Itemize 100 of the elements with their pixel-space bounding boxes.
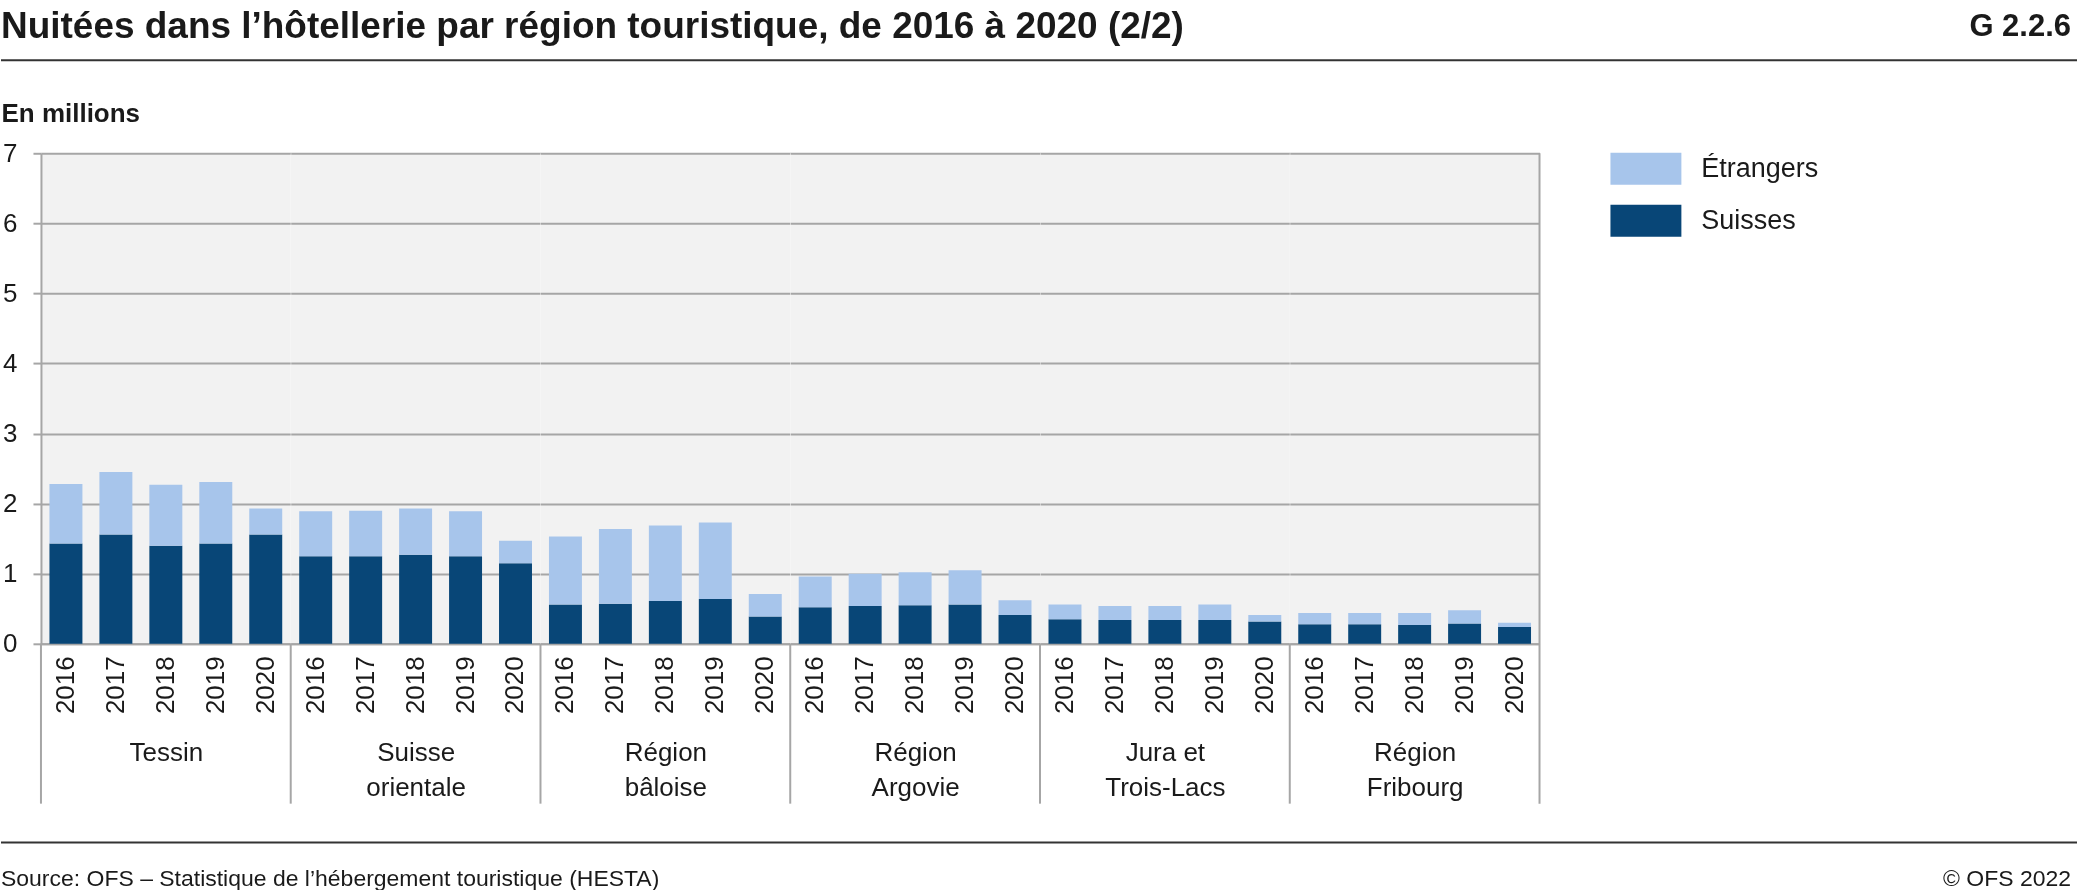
x-tick-label: 2016: [799, 656, 830, 715]
bar: [648, 601, 682, 644]
text: Nuitées dans l’hôtellerie par région touristique, de 2016 à 2020 (2/2): [1, 5, 1184, 47]
bar: [998, 600, 1032, 616]
bar: [548, 604, 582, 644]
x-tick-label: 2020: [1248, 656, 1279, 715]
x-axis-title: Suisse orientale: [366, 737, 466, 802]
x-tick-label: 2017: [349, 656, 380, 715]
x-tick-label: 2017: [599, 656, 630, 715]
x-tick-label: 2016: [1298, 656, 1329, 715]
legend-label: Suisses: [1701, 204, 1796, 235]
bar: [998, 615, 1032, 644]
bar: [149, 545, 183, 644]
bar: [1348, 624, 1382, 644]
bar: [698, 522, 732, 599]
bar: [1398, 624, 1432, 644]
x-tick-label: 2016: [549, 656, 580, 715]
bar: [349, 510, 383, 557]
x-tick-label: 2020: [499, 656, 530, 715]
y-tick-label: 5: [3, 277, 18, 308]
bar: [748, 616, 782, 644]
bar: [598, 528, 632, 604]
bar: [1148, 605, 1182, 620]
x-tick-label: 2018: [149, 656, 180, 715]
bar: [1248, 615, 1282, 622]
bar: [199, 543, 233, 644]
bar: [199, 481, 233, 544]
x-tick-label: 2019: [199, 656, 230, 715]
bar: [598, 603, 632, 644]
bar: [698, 598, 732, 644]
x-tick-label: 2018: [649, 656, 680, 715]
y-axis-title: En millions: [1, 97, 141, 128]
bar: [249, 508, 283, 535]
y-tick-label: 4: [3, 348, 18, 378]
bar: [1498, 622, 1532, 627]
x-tick-label: 2019: [1448, 656, 1479, 715]
x-axis-title: Région bâloise: [624, 737, 708, 802]
x-tick-label: 2018: [1398, 656, 1429, 715]
bar: [1248, 621, 1282, 644]
x-tick-label: 2020: [999, 656, 1030, 715]
bar: [49, 484, 83, 544]
source-note: Source: OFS – Statistique de l’hébergement touristique (HESTA): [1, 864, 660, 890]
x-tick-label: 2019: [1198, 656, 1229, 715]
x-tick-label: 2020: [1498, 656, 1529, 715]
x-tick-label: 2016: [1048, 656, 1079, 715]
x-tick-label: 2018: [899, 656, 930, 715]
bar: [1448, 610, 1482, 624]
bar: [249, 534, 283, 644]
bar: [49, 543, 83, 644]
bar: [149, 484, 183, 546]
x-tick-label: 2018: [1148, 656, 1179, 715]
bar: [1348, 612, 1382, 625]
bar: [548, 536, 582, 605]
legend-label: Étrangers: [1701, 152, 1819, 183]
y-tick-label: 6: [3, 207, 18, 238]
bar: [399, 554, 433, 644]
bar: [898, 572, 932, 606]
bar: [1148, 619, 1182, 644]
bar: [399, 508, 433, 555]
x-axis-title: Jura et Trois-Lacs: [1105, 737, 1226, 802]
x-tick-label: 2019: [449, 656, 480, 715]
bar: [748, 594, 782, 617]
y-tick-label: 3: [3, 418, 18, 449]
bar: [648, 525, 682, 602]
x-tick-label: 2019: [699, 656, 730, 715]
bar: [1448, 623, 1482, 644]
x-tick-label: 2017: [849, 656, 880, 715]
x-tick-label: 2017: [1348, 656, 1379, 715]
text: G 2.2.6: [1969, 8, 2072, 44]
bar: [499, 563, 532, 644]
x-tick-label: 2017: [1098, 656, 1129, 715]
x-tick-label: 2020: [749, 656, 780, 715]
bar: [1098, 619, 1132, 644]
bar: [499, 540, 532, 564]
bar: [948, 570, 982, 605]
bar: [898, 605, 932, 644]
x-tick-label: 2017: [99, 656, 130, 715]
bar: [1398, 612, 1432, 625]
x-axis-title: Région Argovie: [871, 737, 960, 802]
y-tick-label: 0: [3, 628, 18, 659]
bar: [1498, 626, 1532, 644]
x-tick-label: 2019: [949, 656, 980, 715]
bar: [99, 472, 133, 535]
bar: [99, 534, 133, 644]
bar: [848, 573, 882, 606]
bar: [798, 607, 832, 644]
bar: [1098, 605, 1132, 620]
bar: [299, 511, 333, 557]
bar: [349, 556, 383, 644]
y-tick-label: 1: [3, 558, 18, 589]
bar: [1198, 619, 1232, 644]
y-tick-label: 7: [3, 137, 18, 168]
x-axis-title: Tessin: [129, 737, 204, 768]
x-axis-title: Région Fribourg: [1366, 737, 1464, 802]
x-tick-label: 2018: [399, 656, 430, 715]
x-tick-label: 2016: [299, 656, 330, 715]
bar: [1048, 604, 1082, 620]
text: © OFS 2022: [1943, 864, 2072, 890]
bar: [1298, 624, 1332, 644]
bar: [1298, 612, 1332, 625]
